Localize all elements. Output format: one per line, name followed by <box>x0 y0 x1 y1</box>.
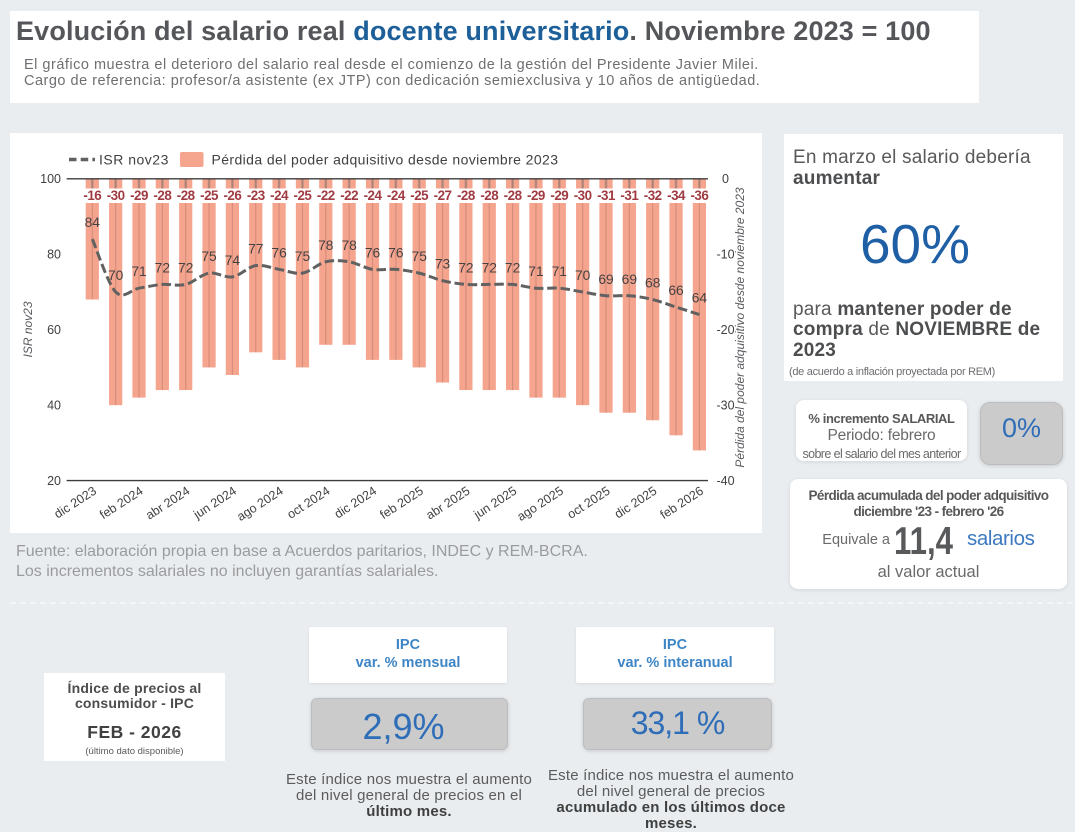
svg-text:-28: -28 <box>480 188 499 203</box>
svg-text:-16: -16 <box>83 188 101 203</box>
svg-text:-25: -25 <box>294 188 313 203</box>
svg-text:40: 40 <box>47 398 61 412</box>
svg-text:0: 0 <box>722 172 729 186</box>
svg-text:-29: -29 <box>527 188 545 203</box>
svg-text:72: 72 <box>178 260 193 275</box>
svg-text:Pérdida del poder adquisitivo: Pérdida del poder adquisitivo desde novi… <box>733 187 747 468</box>
svg-text:-23: -23 <box>247 188 265 203</box>
svg-text:dic 2023: dic 2023 <box>52 484 99 522</box>
svg-text:71: 71 <box>131 264 146 279</box>
svg-text:69: 69 <box>598 272 614 287</box>
svg-text:72: 72 <box>155 260 170 275</box>
svg-text:-30: -30 <box>107 188 125 203</box>
svg-text:-24: -24 <box>387 188 406 203</box>
svg-text:-27: -27 <box>434 188 452 203</box>
svg-text:ago 2025: ago 2025 <box>515 484 566 524</box>
svg-text:78: 78 <box>341 238 357 253</box>
svg-text:71: 71 <box>528 264 543 279</box>
svg-text:-30: -30 <box>574 188 592 203</box>
svg-text:-31: -31 <box>620 188 639 203</box>
svg-text:68: 68 <box>645 276 661 291</box>
svg-text:-29: -29 <box>550 188 568 203</box>
svg-text:75: 75 <box>295 249 311 264</box>
svg-text:-28: -28 <box>504 188 523 203</box>
svg-text:64: 64 <box>692 291 708 306</box>
svg-text:76: 76 <box>388 245 404 260</box>
svg-text:76: 76 <box>271 245 287 260</box>
svg-text:-24: -24 <box>270 188 289 203</box>
svg-text:77: 77 <box>248 242 263 257</box>
svg-text:oct 2024: oct 2024 <box>285 484 333 522</box>
svg-text:75: 75 <box>201 249 217 264</box>
svg-text:jun 2024: jun 2024 <box>190 484 239 522</box>
svg-text:70: 70 <box>575 268 591 283</box>
svg-text:100: 100 <box>40 172 61 186</box>
svg-text:oct 2025: oct 2025 <box>565 484 613 522</box>
svg-text:66: 66 <box>668 283 684 298</box>
svg-text:-28: -28 <box>177 188 196 203</box>
svg-text:-24: -24 <box>364 188 383 203</box>
svg-text:-25: -25 <box>200 188 219 203</box>
svg-text:Pérdida del poder adquisitivo: Pérdida del poder adquisitivo desde novi… <box>212 152 559 168</box>
svg-text:84: 84 <box>85 215 101 230</box>
svg-text:75: 75 <box>412 249 428 264</box>
svg-text:feb 2025: feb 2025 <box>377 484 425 522</box>
svg-text:-25: -25 <box>410 188 429 203</box>
svg-text:dic 2024: dic 2024 <box>332 484 379 522</box>
svg-text:-29: -29 <box>130 188 148 203</box>
svg-text:-30: -30 <box>716 398 734 412</box>
svg-text:-31: -31 <box>597 188 616 203</box>
svg-text:-22: -22 <box>317 188 335 203</box>
svg-text:-22: -22 <box>340 188 358 203</box>
svg-text:-10: -10 <box>716 248 734 262</box>
svg-text:ISR nov23: ISR nov23 <box>99 152 169 168</box>
svg-text:69: 69 <box>622 272 638 287</box>
svg-text:jun 2025: jun 2025 <box>471 484 520 522</box>
svg-text:74: 74 <box>225 253 241 268</box>
svg-text:72: 72 <box>458 260 473 275</box>
svg-text:73: 73 <box>435 257 451 272</box>
svg-text:72: 72 <box>482 260 497 275</box>
svg-text:-36: -36 <box>690 188 708 203</box>
svg-text:-28: -28 <box>153 188 172 203</box>
svg-text:-32: -32 <box>644 188 662 203</box>
svg-text:72: 72 <box>505 260 520 275</box>
svg-text:-28: -28 <box>457 188 476 203</box>
svg-text:78: 78 <box>318 238 334 253</box>
svg-text:-34: -34 <box>667 188 686 203</box>
svg-text:71: 71 <box>552 264 567 279</box>
svg-text:feb 2024: feb 2024 <box>97 484 145 522</box>
svg-text:60: 60 <box>47 323 61 337</box>
svg-text:-20: -20 <box>716 323 734 337</box>
svg-text:abr 2025: abr 2025 <box>424 484 473 523</box>
svg-text:ISR nov23: ISR nov23 <box>21 301 35 357</box>
svg-text:80: 80 <box>47 248 61 262</box>
svg-text:76: 76 <box>365 245 381 260</box>
svg-text:dic 2025: dic 2025 <box>612 484 659 522</box>
svg-text:feb 2026: feb 2026 <box>658 484 706 522</box>
svg-text:-26: -26 <box>223 188 241 203</box>
svg-text:abr 2024: abr 2024 <box>143 484 192 523</box>
svg-text:ago 2024: ago 2024 <box>234 484 285 524</box>
svg-text:70: 70 <box>108 268 124 283</box>
svg-text:20: 20 <box>47 474 61 488</box>
svg-text:-40: -40 <box>716 474 734 488</box>
